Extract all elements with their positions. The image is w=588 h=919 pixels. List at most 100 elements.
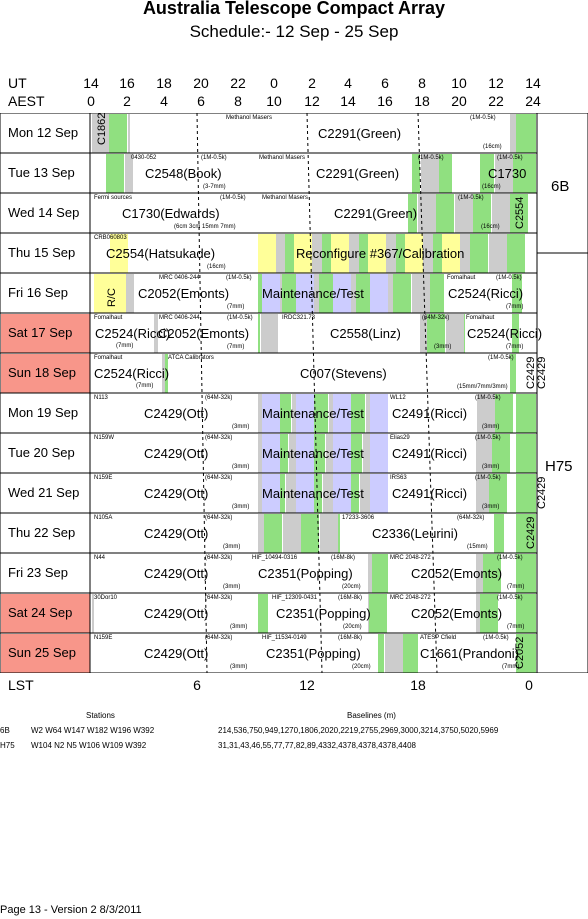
observation-note: (3mm) xyxy=(482,464,500,470)
day-label: Fri 16 Sep xyxy=(8,285,68,300)
aest-tick: 16 xyxy=(377,93,393,109)
observation-vertical: C1862 xyxy=(96,112,108,145)
observation-note: (3mm) xyxy=(223,584,241,590)
observation-note: (16cm) xyxy=(481,224,500,230)
lavender-band xyxy=(333,434,351,473)
observation-note: (1M-0.5k) xyxy=(418,155,444,161)
observation-note: Methanol Masers xyxy=(262,195,309,201)
observation-note: Fomalhaut xyxy=(447,275,476,281)
observation-title: Maintenance/Test xyxy=(262,406,364,421)
yellow-band xyxy=(368,234,386,273)
ut-tick: 8 xyxy=(418,75,426,91)
white-box xyxy=(418,634,498,673)
observation-note: N44 xyxy=(94,555,106,561)
observation-note: (1M-0.5k) xyxy=(470,115,496,121)
lavender-band xyxy=(370,474,388,513)
observation-note: (7mm) xyxy=(227,344,245,350)
white-box xyxy=(278,314,420,353)
weekend-cell xyxy=(1,594,90,633)
white-box xyxy=(94,394,258,433)
observation-note: N105A xyxy=(94,515,113,521)
weekend-cell xyxy=(1,314,90,353)
observation-title: C2351(Popping) xyxy=(266,646,361,661)
observation-note: (15mm) xyxy=(467,544,488,550)
schedule-grid: Mon 12 Sep C1862 Methanol Masers C2291(Gree… xyxy=(0,113,588,673)
green-band xyxy=(470,234,488,273)
green-band xyxy=(516,514,536,553)
observation-title: C2429(Ott) xyxy=(144,486,209,501)
aest-tick: 2 xyxy=(123,93,131,109)
observation-note: (7mm) xyxy=(502,664,520,670)
ut-tick: 4 xyxy=(344,75,352,91)
observation-note: N159E xyxy=(94,475,113,481)
ut-tick: 0 xyxy=(270,75,278,91)
aest-tick: 0 xyxy=(87,93,95,109)
observation-note: (7mm) xyxy=(507,624,525,630)
observation-title: C2429(Ott) xyxy=(144,606,209,621)
observation-title: C2052(Emonts) xyxy=(411,606,503,621)
white-box xyxy=(452,154,480,193)
observation-note: HIF_11534-0149 xyxy=(262,635,307,641)
aest-tick: 14 xyxy=(340,93,356,109)
observation-title: C2291(Green) xyxy=(316,166,400,181)
gray-band xyxy=(283,514,301,553)
observation-title: C2351(Popping) xyxy=(258,566,353,581)
observation-note: (64M-32k) xyxy=(422,315,450,321)
green-band xyxy=(393,274,411,313)
observation-note: N159E xyxy=(94,635,113,641)
white-box xyxy=(158,314,258,353)
observation-note: (7mm) xyxy=(136,383,154,389)
lavender-band xyxy=(296,394,314,433)
white-box xyxy=(94,514,258,553)
observation-note: (20cm) xyxy=(342,584,361,590)
observation-note: (7mm) xyxy=(506,344,524,350)
gray-band xyxy=(489,234,507,273)
day-label: Fri 23 Sep xyxy=(8,565,68,580)
observation-title: C2336(Leurini) xyxy=(372,526,458,541)
white-box xyxy=(222,114,510,153)
aest-tick: 20 xyxy=(451,93,467,109)
lavender-band xyxy=(262,274,280,313)
observation-note: (64M-32k) xyxy=(457,515,485,521)
observation-note: WL12 xyxy=(390,395,406,401)
green-band xyxy=(480,594,498,633)
day-label: Tue 20 Sep xyxy=(8,445,75,460)
white-box xyxy=(94,594,258,633)
green-band xyxy=(507,234,525,273)
observation-title: C2429(Ott) xyxy=(144,406,209,421)
green-band xyxy=(516,114,536,153)
green-band xyxy=(516,394,536,433)
observation-title: C2524(Ricci) xyxy=(94,366,170,381)
weekend-cell xyxy=(1,634,90,673)
observation-title: C2429(Ott) xyxy=(144,446,209,461)
observation-title: C2052(Emonts) xyxy=(138,286,230,301)
green-band xyxy=(319,274,337,313)
observation-note: Fomalhaut xyxy=(466,315,495,321)
lavender-band xyxy=(370,434,388,473)
observation-note: N113 xyxy=(94,395,108,401)
observation-title: C2491(Ricci) xyxy=(392,406,468,421)
observation-note: HIF_10494-0316 xyxy=(252,555,298,561)
observation-note: (3mm) xyxy=(434,344,452,350)
ut-tick: 14 xyxy=(83,75,99,91)
observation-title: Reconfigure #367/Calibration xyxy=(296,246,465,261)
white-box xyxy=(94,434,258,473)
white-box xyxy=(94,474,258,513)
station-list: W104 N2 N5 W106 W109 W392 xyxy=(31,741,147,750)
observation-note: (16cm) xyxy=(483,144,502,150)
observation-note: MRC 2048-272 xyxy=(390,555,431,561)
ut-tick: 14 xyxy=(525,75,541,91)
ut-tick: 22 xyxy=(230,75,246,91)
white-box xyxy=(94,554,258,593)
observation-note: (3mm) xyxy=(230,664,248,670)
yellow-band xyxy=(331,234,349,273)
green-band xyxy=(516,154,536,193)
observation-note: (16M-8k) xyxy=(331,555,356,561)
green-band xyxy=(510,194,528,233)
observation-note: (7mm) xyxy=(227,304,245,310)
observation-title: C2491(Ricci) xyxy=(392,446,468,461)
green-band xyxy=(492,434,510,473)
aest-tick: 24 xyxy=(525,93,541,109)
lst-tick: 12 xyxy=(299,677,315,693)
observation-title: C2429(Ott) xyxy=(144,526,209,541)
